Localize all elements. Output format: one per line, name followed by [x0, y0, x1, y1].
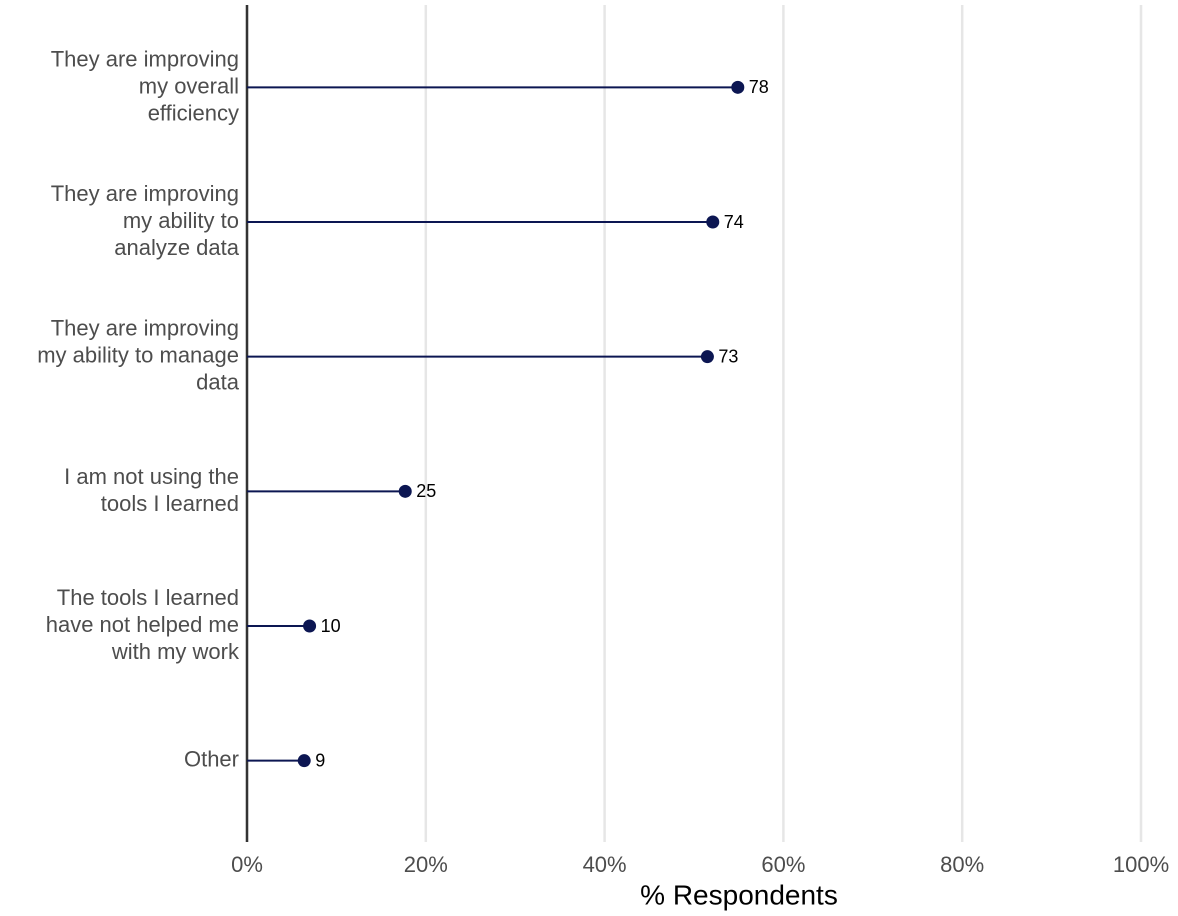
value-label: 74: [724, 212, 744, 232]
dot: [398, 484, 412, 498]
value-label: 73: [718, 346, 738, 366]
x-tick-label: 0%: [231, 852, 263, 877]
value-label: 9: [315, 750, 325, 770]
x-tick-label: 40%: [583, 852, 627, 877]
dot: [297, 754, 311, 768]
y-tick-label: They are improving my ability to manage da…: [37, 315, 240, 394]
y-tick-label: They are improving my ability to analyze d…: [51, 181, 240, 260]
x-axis-title: % Respondents: [640, 879, 838, 910]
x-tick-label: 60%: [761, 852, 805, 877]
x-tick-label: 80%: [940, 852, 984, 877]
value-label: 25: [416, 481, 436, 501]
dot: [731, 80, 745, 94]
x-tick-label: 20%: [404, 852, 448, 877]
y-tick-label: The tools I learned have not helped me wit…: [46, 585, 240, 664]
value-label: 10: [321, 616, 341, 636]
y-tick-label: Other: [184, 746, 239, 771]
x-tick-label: 100%: [1113, 852, 1169, 877]
dot: [303, 619, 317, 633]
dot: [700, 350, 714, 364]
dot: [706, 215, 720, 229]
value-label: 78: [749, 77, 769, 97]
y-tick-label: I am not using the tools I learned: [64, 464, 239, 516]
y-tick-label: They are improving my overall efficiency: [51, 46, 239, 125]
